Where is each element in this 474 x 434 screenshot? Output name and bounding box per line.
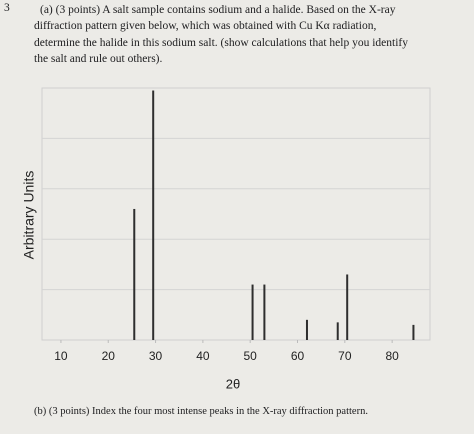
- plot-frame: [41, 87, 431, 341]
- question-text: (a) (3 points) A salt sample contains so…: [40, 4, 396, 16]
- peak: [133, 208, 136, 340]
- peak: [305, 319, 308, 340]
- x-tick-label: 70: [338, 349, 352, 363]
- peak: [336, 322, 339, 340]
- x-tick-label: 10: [54, 349, 68, 363]
- peak: [152, 90, 155, 341]
- x-tick-label: 20: [102, 349, 116, 363]
- peak: [412, 324, 415, 340]
- x-axis-label: 2θ: [226, 376, 240, 391]
- x-tick-label: 30: [149, 349, 163, 363]
- question-text: determine the halide in this sodium salt…: [34, 37, 408, 49]
- x-tick-label: 80: [385, 349, 399, 363]
- x-tick-label: 60: [291, 349, 305, 363]
- x-tick-label: 50: [244, 349, 258, 363]
- question-number: 3: [4, 2, 10, 14]
- y-axis-label: Arbitrary Units: [21, 171, 37, 260]
- peak: [346, 274, 349, 340]
- peak: [263, 284, 266, 340]
- question-text: the salt and rule out others).: [34, 53, 163, 65]
- peak: [251, 284, 254, 340]
- question-text: diffraction pattern given below, which w…: [34, 20, 377, 32]
- x-tick-label: 40: [196, 349, 210, 363]
- question-text: (b) (3 points) Index the four most inten…: [34, 406, 368, 417]
